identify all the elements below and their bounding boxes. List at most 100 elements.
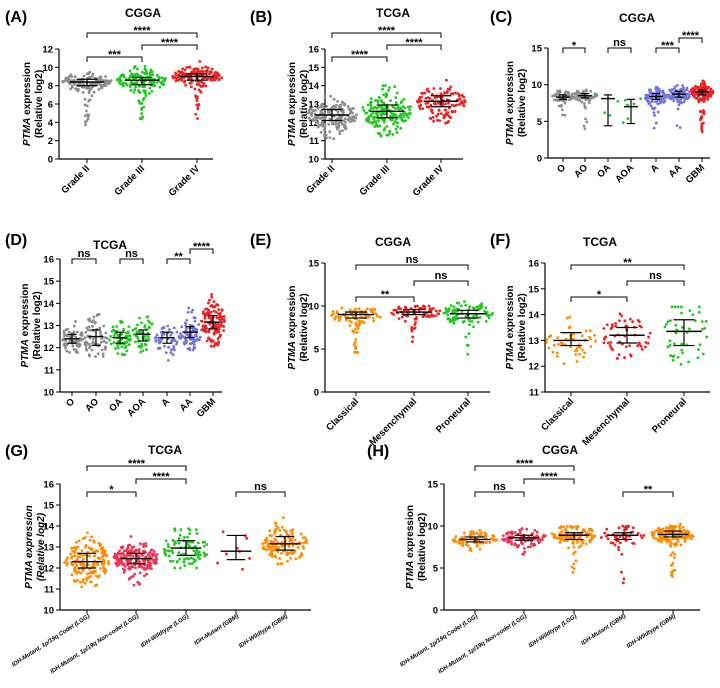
data-point (572, 552, 575, 556)
y-axis-label-text: expression (20, 284, 31, 340)
x-tick-label: AO (572, 162, 590, 180)
data-point (94, 569, 98, 573)
data-point (595, 93, 599, 97)
significance-label: ns (406, 254, 419, 266)
data-point (390, 112, 394, 115)
data-point (87, 113, 91, 117)
y-tick-label: 10 (42, 63, 53, 74)
data-point (399, 126, 403, 130)
data-point (348, 120, 352, 123)
data-point (356, 325, 360, 328)
data-point (113, 556, 117, 560)
y-tick-label: 14 (308, 81, 319, 92)
data-point (169, 559, 172, 563)
data-point (680, 342, 684, 346)
panel-title: CGGA (125, 6, 161, 20)
data-point (391, 133, 395, 136)
data-point (99, 330, 102, 334)
dots-1 (390, 304, 442, 344)
data-point (112, 341, 116, 344)
data-point (610, 323, 614, 326)
data-point (708, 93, 712, 96)
data-point (197, 550, 201, 554)
data-point (609, 541, 613, 545)
data-point (144, 94, 148, 98)
data-point (176, 78, 180, 82)
significance-label: * (572, 40, 577, 52)
data-point (391, 105, 395, 108)
data-point (677, 103, 681, 107)
data-point (348, 324, 352, 328)
data-point (605, 527, 609, 531)
data-point (82, 554, 85, 557)
data-point (127, 325, 131, 329)
data-point (86, 117, 90, 121)
data-point (180, 325, 184, 329)
significance-label: ns (649, 270, 662, 282)
data-point (545, 338, 548, 341)
panel-title: CGGA (542, 443, 578, 457)
data-point (564, 90, 568, 94)
data-point (274, 528, 278, 531)
y-axis-label-text: expression (22, 62, 33, 118)
data-point (97, 556, 101, 560)
data-point (644, 340, 648, 344)
data-point (138, 582, 141, 586)
data-point (100, 78, 104, 82)
y-tick-label: 10 (43, 606, 54, 617)
data-point (455, 301, 459, 305)
data-point (206, 66, 210, 70)
data-point (88, 538, 92, 542)
data-point (375, 314, 379, 318)
data-point (639, 344, 643, 348)
significance-label: ** (623, 257, 632, 269)
data-point (170, 549, 174, 553)
data-point (82, 74, 86, 78)
data-point (458, 97, 462, 101)
data-point (427, 315, 431, 319)
data-point (208, 70, 212, 73)
data-point (140, 70, 144, 74)
data-point (87, 91, 91, 95)
data-point (416, 304, 419, 308)
dots-2 (108, 319, 132, 357)
data-point (311, 118, 315, 122)
data-point (649, 104, 653, 108)
data-point (166, 359, 170, 362)
data-point (137, 84, 141, 88)
data-point (404, 306, 408, 310)
data-point (678, 101, 682, 105)
data-point (196, 541, 200, 545)
panel-title: TCGA (148, 443, 182, 457)
data-point (90, 320, 94, 324)
data-point (505, 537, 509, 541)
dots-0 (61, 320, 85, 354)
data-point (556, 89, 559, 93)
data-point (603, 111, 607, 114)
data-point (212, 309, 216, 313)
y-axis-sublabel: (Relative log2) (299, 293, 310, 361)
significance-bracket (607, 47, 632, 53)
data-point (175, 76, 179, 80)
data-point (572, 545, 576, 549)
data-point (274, 524, 278, 528)
data-point (120, 352, 124, 356)
data-point (434, 314, 437, 318)
significance-label: ns (435, 270, 448, 282)
data-point (552, 343, 556, 347)
data-point (559, 104, 563, 108)
data-point (691, 313, 695, 317)
significance-bracket (355, 264, 469, 270)
data-point (92, 571, 96, 575)
data-point (164, 539, 168, 543)
dots-1 (361, 84, 412, 138)
data-point (505, 532, 508, 536)
data-point (447, 309, 451, 313)
data-point (394, 114, 398, 118)
data-point (700, 116, 704, 120)
data-point (421, 315, 425, 319)
data-point (201, 324, 205, 328)
data-point (502, 539, 506, 542)
data-point (166, 542, 170, 546)
